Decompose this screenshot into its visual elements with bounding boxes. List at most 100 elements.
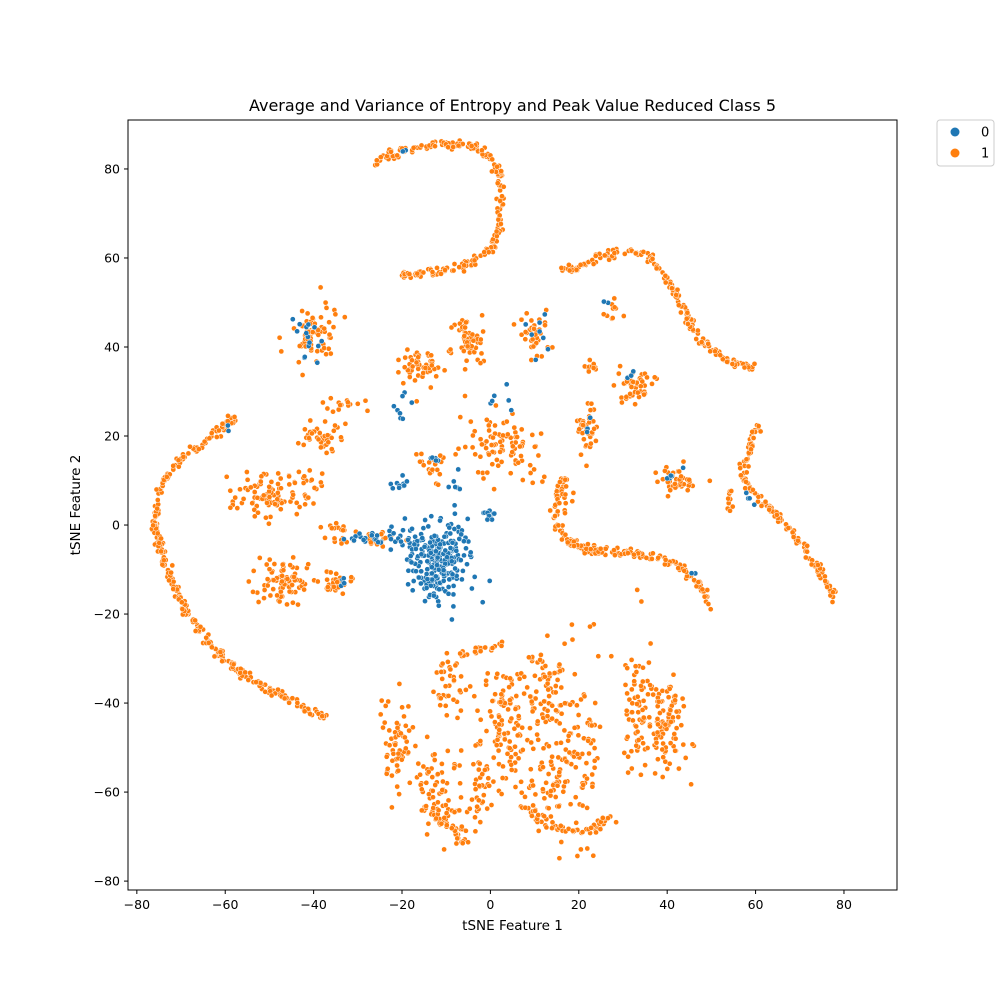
y-axis: −80 −60 −40 −20 0 20 40 60 80 xyxy=(94,161,128,889)
scatter-point-series-1 xyxy=(511,321,517,328)
scatter-point-series-1 xyxy=(624,733,631,740)
scatter-point-series-0 xyxy=(425,523,432,530)
scatter-point-series-1 xyxy=(487,708,493,715)
scatter-point-series-1 xyxy=(789,529,796,536)
scatter-point-series-1 xyxy=(584,775,590,782)
scatter-point-series-1 xyxy=(295,440,302,447)
scatter-point-series-1 xyxy=(808,561,815,568)
scatter-point-series-1 xyxy=(431,757,438,763)
scatter-point-series-0 xyxy=(225,428,232,434)
scatter-point-series-1 xyxy=(284,576,291,582)
scatter-point-series-1 xyxy=(654,716,661,722)
scatter-point-series-1 xyxy=(585,737,591,744)
scatter-point-series-1 xyxy=(306,467,313,474)
scatter-point-series-0 xyxy=(479,599,486,606)
scatter-point-series-1 xyxy=(625,550,631,556)
scatter-point-series-1 xyxy=(543,779,549,786)
scatter-point-series-1 xyxy=(466,805,473,812)
scatter-point-series-1 xyxy=(227,487,234,494)
scatter-point-series-1 xyxy=(417,771,423,778)
scatter-point-series-1 xyxy=(489,461,496,468)
scatter-point-series-1 xyxy=(493,402,499,409)
scatter-point-series-1 xyxy=(670,671,677,678)
scatter-point-series-1 xyxy=(300,480,307,486)
scatter-point-series-1 xyxy=(535,736,542,743)
scatter-point-series-1 xyxy=(458,823,465,830)
scatter-point-series-1 xyxy=(458,673,464,680)
scatter-point-series-1 xyxy=(483,445,489,451)
scatter-point-series-1 xyxy=(498,717,505,724)
scatter-point-series-1 xyxy=(630,379,637,385)
scatter-point-series-1 xyxy=(572,764,579,771)
scatter-point-series-1 xyxy=(686,476,693,483)
scatter-point-series-1 xyxy=(267,592,274,599)
x-tick-label: −60 xyxy=(212,897,238,912)
scatter-point-series-1 xyxy=(527,766,534,773)
scatter-point-series-1 xyxy=(196,446,202,452)
scatter-point-series-1 xyxy=(399,704,405,711)
scatter-point-series-1 xyxy=(293,511,300,517)
scatter-point-series-1 xyxy=(494,736,501,743)
scatter-point-series-1 xyxy=(634,587,641,593)
scatter-point-series-1 xyxy=(558,739,564,746)
scatter-point-series-1 xyxy=(562,531,569,538)
y-tick-label: −80 xyxy=(94,874,120,889)
scatter-point-series-0 xyxy=(451,526,458,532)
scatter-point-series-1 xyxy=(689,741,696,748)
scatter-point-series-1 xyxy=(477,436,484,443)
scatter-point-series-0 xyxy=(491,392,498,399)
scatter-point-series-1 xyxy=(558,265,565,271)
scatter-point-series-1 xyxy=(498,643,505,649)
scatter-point-series-1 xyxy=(612,552,618,558)
scatter-point-series-0 xyxy=(469,585,475,592)
scatter-point-series-1 xyxy=(588,440,594,447)
scatter-point-series-1 xyxy=(577,261,584,268)
scatter-point-series-1 xyxy=(529,479,536,486)
scatter-point-series-1 xyxy=(544,680,551,687)
scatter-point-series-1 xyxy=(522,336,529,343)
scatter-point-series-1 xyxy=(457,414,464,420)
scatter-point-series-0 xyxy=(399,148,406,155)
scatter-point-series-0 xyxy=(410,578,417,584)
scatter-point-series-1 xyxy=(494,457,500,463)
scatter-point-series-0 xyxy=(405,567,412,574)
scatter-point-series-1 xyxy=(675,302,682,309)
scatter-point-series-1 xyxy=(264,582,271,589)
scatter-point-series-1 xyxy=(413,398,420,405)
scatter-point-series-1 xyxy=(655,698,662,705)
scatter-point-series-1 xyxy=(667,707,674,714)
scatter-point-series-1 xyxy=(477,336,484,343)
scatter-point-series-1 xyxy=(587,546,594,552)
scatter-point-series-1 xyxy=(562,779,569,785)
scatter-point-series-1 xyxy=(456,807,463,814)
scatter-point-series-1 xyxy=(458,794,464,801)
scatter-point-series-0 xyxy=(453,547,460,554)
scatter-point-series-1 xyxy=(508,715,515,722)
scatter-point-series-1 xyxy=(685,321,691,327)
scatter-point-series-1 xyxy=(587,623,593,630)
scatter-point-series-1 xyxy=(237,669,244,676)
scatter-point-series-1 xyxy=(679,695,686,702)
scatter-point-series-1 xyxy=(755,423,762,429)
scatter-point-series-1 xyxy=(270,577,277,584)
scatter-point-series-1 xyxy=(448,825,455,832)
scatter-point-series-1 xyxy=(270,586,277,592)
scatter-point-series-1 xyxy=(166,577,172,584)
scatter-point-series-1 xyxy=(609,315,616,321)
scatter-point-series-1 xyxy=(444,748,451,754)
scatter-point-series-1 xyxy=(500,432,506,439)
scatter-point-series-1 xyxy=(668,719,674,725)
scatter-point-series-0 xyxy=(440,567,447,574)
scatter-point-series-1 xyxy=(766,506,773,513)
scatter-point-series-1 xyxy=(289,695,296,702)
scatter-point-series-1 xyxy=(197,623,204,630)
scatter-point-series-1 xyxy=(707,348,714,355)
scatter-point-series-1 xyxy=(159,561,166,568)
scatter-point-series-1 xyxy=(743,456,750,463)
scatter-point-series-1 xyxy=(631,678,638,685)
scatter-point-series-1 xyxy=(549,753,555,760)
scatter-point-series-0 xyxy=(407,553,414,559)
scatter-point-series-1 xyxy=(535,452,542,459)
scatter-point-series-1 xyxy=(278,485,284,492)
legend-label-1: 1 xyxy=(981,147,989,162)
